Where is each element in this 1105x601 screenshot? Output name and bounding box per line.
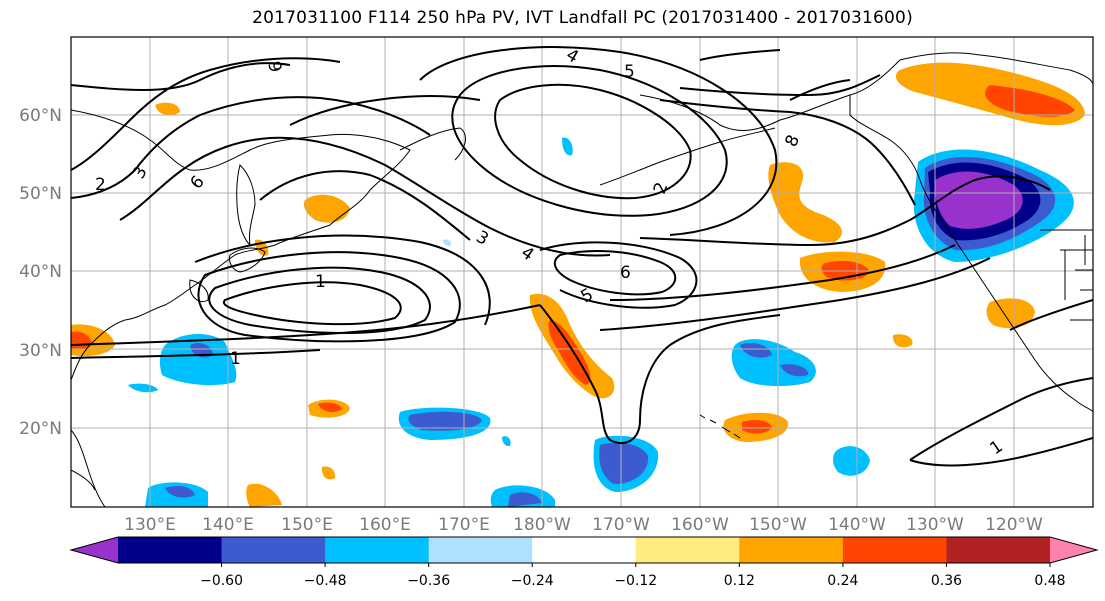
negative-anomaly-region: [833, 446, 870, 476]
colorbar-tick-label: 0.48: [1034, 573, 1065, 589]
colorbar-segment: [946, 537, 1051, 563]
colorbar-segment: [118, 537, 223, 563]
colorbar-tick-label: 0.12: [724, 573, 755, 589]
contour-label: 9: [263, 59, 285, 75]
positive-anomaly-region: [768, 162, 843, 243]
lon-label: 160°W: [671, 515, 729, 535]
colorbar-segment: [842, 537, 947, 563]
colorbar-segment: [635, 537, 740, 563]
lon-label: 120°W: [985, 515, 1043, 535]
colorbar-segment: [428, 537, 533, 563]
positive-anomaly-region: [303, 194, 350, 223]
negative-anomaly-region: [599, 442, 649, 485]
colorbar-segment: [532, 537, 637, 563]
negative-anomaly-region: [562, 137, 573, 156]
colorbar: −0.60 −0.48 −0.36 −0.24 −0.12 0.12 0.24 0.36 0.4…: [69, 536, 1099, 589]
map-title: 2017031100 F114 250 hPa PV, IVT Landfall…: [252, 8, 913, 28]
colorbar-tick-label: 0.36: [931, 573, 962, 589]
contour-label: 2: [95, 175, 106, 195]
lon-label: 170°E: [438, 515, 490, 535]
pv-contours: [71, 46, 1093, 467]
lat-label: 40°N: [19, 262, 62, 282]
lat-lon-grid: [71, 37, 1093, 507]
lon-label: 170°W: [592, 515, 650, 535]
lon-label: 150°E: [281, 515, 333, 535]
negative-anomaly-region: [165, 486, 195, 498]
lat-label: 30°N: [19, 341, 62, 361]
colorbar-segment: [221, 537, 326, 563]
contour-label: 6: [620, 263, 631, 283]
positive-anomaly-region: [892, 334, 913, 348]
colorbar-tick-label: −0.24: [511, 573, 554, 589]
colorbar-tick-label: −0.12: [614, 573, 657, 589]
colorbar-tick-label: −0.60: [200, 573, 243, 589]
lat-label: 50°N: [19, 184, 62, 204]
lon-label: 140°W: [828, 515, 886, 535]
lon-label: 160°E: [359, 515, 411, 535]
contour-label: 5: [624, 62, 635, 82]
lon-label: 150°W: [749, 515, 807, 535]
positive-anomaly-region: [742, 420, 772, 434]
negative-anomaly-region: [159, 334, 237, 386]
colorbar-extend-min: [71, 537, 118, 563]
lat-label: 20°N: [19, 419, 62, 439]
positive-anomaly-region: [155, 102, 180, 116]
contour-label: 1: [315, 272, 326, 292]
negative-anomaly-region: [934, 171, 1023, 229]
colorbar-extend-max: [1050, 537, 1097, 563]
map-frame: [70, 36, 1094, 508]
colorbar-tick-label: 0.24: [827, 573, 858, 589]
positive-anomaly-region: [321, 466, 336, 480]
colorbar-tick-label: −0.36: [407, 573, 450, 589]
colorbar-segment: [325, 537, 430, 563]
latitude-labels: 60°N 50°N 40°N 30°N 20°N: [19, 106, 62, 439]
coastlines: [71, 52, 1093, 507]
positive-anomaly-region: [985, 85, 1075, 117]
negative-anomaly-region: [443, 239, 451, 246]
negative-anomaly-region: [502, 436, 511, 447]
colorbar-outline: [69, 536, 1099, 564]
negative-anomaly-region: [780, 364, 809, 377]
longitude-labels: 130°E 140°E 150°E 160°E 170°E 180°W 170°…: [124, 515, 1043, 535]
lon-label: 130°E: [124, 515, 176, 535]
negative-anomaly-region: [508, 492, 542, 507]
lon-label: 130°W: [906, 515, 964, 535]
colorbar-segment: [739, 537, 844, 563]
negative-anomaly-region: [740, 343, 772, 358]
colorbar-tick-label: −0.48: [304, 573, 347, 589]
contour-label: 1: [230, 349, 241, 369]
positive-anomaly-region: [246, 483, 282, 507]
positive-anomaly-region: [548, 320, 591, 385]
lon-label: 180°W: [513, 515, 571, 535]
lon-label: 140°E: [202, 515, 254, 535]
lat-label: 60°N: [19, 106, 62, 126]
positive-anomaly-region: [318, 402, 342, 412]
